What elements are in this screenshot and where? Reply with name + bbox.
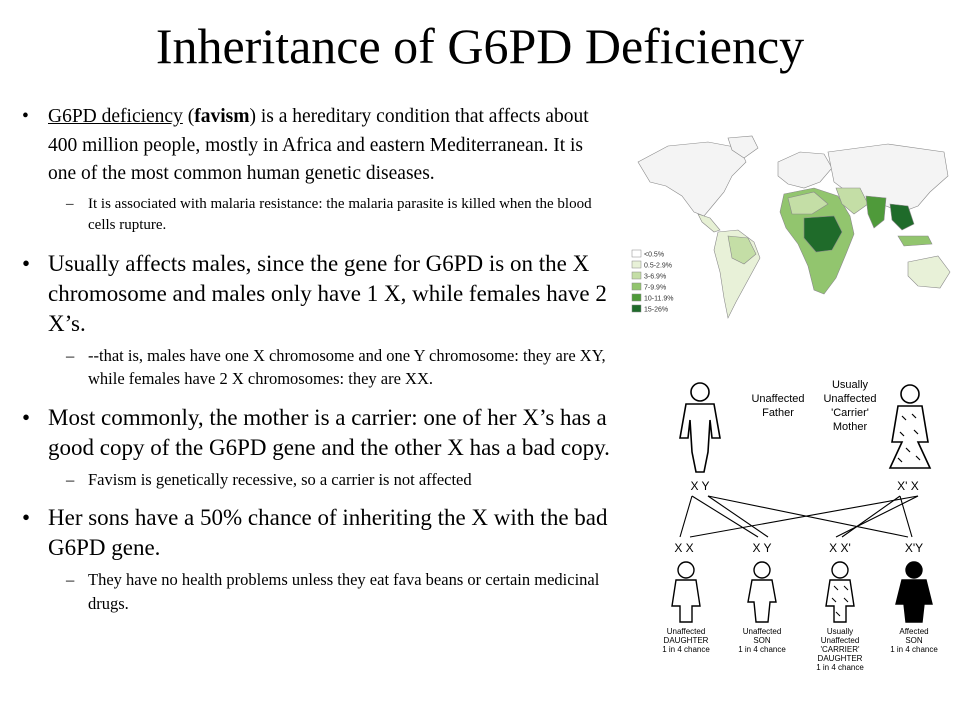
- child-figure-affected-son: [895, 561, 933, 623]
- child-genes-2: X Y: [752, 541, 771, 555]
- sub-bullet-recessive: – Favism is genetically recessive, so a …: [22, 468, 612, 492]
- inheritance-lines: [679, 495, 919, 538]
- bullet-dot: •: [22, 250, 31, 276]
- bullet-dot: •: [22, 404, 31, 430]
- father-label-line-1: Unaffected: [751, 393, 804, 405]
- child-1-line-1: Unaffected: [667, 627, 706, 636]
- bullet-dot: •: [22, 106, 29, 127]
- text: --that is, males have one X chromosome a…: [88, 345, 606, 389]
- mother-label-line-3: 'Carrier': [831, 407, 869, 419]
- text: Usually affects males, since the gene fo…: [48, 250, 607, 336]
- legend-label: 15-26%: [644, 307, 668, 314]
- south-america-region: [727, 235, 757, 265]
- sub-bullet-chromosomes: – --that is, males have one X chromosome…: [22, 344, 612, 391]
- child-figure-daughter: [671, 561, 701, 623]
- child-1-line-3: 1 in 4 chance: [662, 645, 710, 654]
- southeast-asia-region: [889, 203, 915, 231]
- child-figure-carrier-daughter: [825, 561, 855, 623]
- legend-label: 7-9.9%: [644, 285, 666, 292]
- father-label-line-2: Father: [762, 407, 794, 419]
- g6pd-link[interactable]: G6PD deficiency: [48, 106, 183, 127]
- child-2-line-2: SON: [753, 636, 771, 645]
- inheritance-pedigree-diagram: Unaffected Father Usually Unaffected 'Ca…: [662, 379, 938, 672]
- mother-figure: [888, 384, 932, 469]
- text: They have no health problems unless they…: [88, 570, 600, 613]
- child-2-line-1: Unaffected: [743, 627, 782, 636]
- mother-label-line-4: Mother: [833, 421, 868, 433]
- father-genes: X Y: [690, 479, 709, 493]
- favism-term: favism: [194, 106, 250, 127]
- legend-label: <0.5%: [644, 252, 664, 259]
- north-america-land: [637, 141, 747, 217]
- central-america-land: [697, 213, 721, 233]
- child-figure-son: [747, 561, 777, 623]
- legend-label: 10-11.9%: [644, 296, 673, 303]
- child-3-line-3: 'CARRIER': [820, 645, 860, 654]
- bullet-carrier: • Most commonly, the mother is a carrier…: [22, 403, 612, 463]
- europe-land: [777, 151, 833, 189]
- child-3-line-4: DAUGHTER: [818, 654, 863, 663]
- sub-bullet-fava: – They have no health problems unless th…: [22, 568, 612, 615]
- australia-land: [907, 255, 951, 289]
- map-legend: <0.5% 0.5-2.9% 3-6.9% 7-9.9% 10-11.9% 15-26%: [631, 249, 673, 314]
- child-4-line-2: SON: [905, 636, 923, 645]
- mother-label-line-1: Usually: [832, 379, 869, 391]
- text: (: [182, 106, 195, 127]
- legend-swatch: [631, 304, 642, 313]
- mother-genes: X' X: [897, 479, 919, 493]
- africa-mid-region: [787, 191, 829, 215]
- child-1-line-2: DAUGHTER: [664, 636, 709, 645]
- dash: –: [66, 195, 74, 212]
- indonesia-region: [897, 235, 933, 247]
- legend-swatch: [631, 249, 642, 258]
- legend-label: 3-6.9%: [644, 274, 666, 281]
- child-4-line-1: Affected: [899, 627, 928, 636]
- legend-swatch: [631, 260, 642, 269]
- mother-label-line-2: Unaffected: [823, 393, 876, 405]
- india-region: [865, 195, 887, 229]
- child-3-line-5: 1 in 4 chance: [816, 663, 864, 672]
- bullet-sons: • Her sons have a 50% chance of inheriti…: [22, 503, 612, 563]
- child-3-line-2: Unaffected: [821, 636, 860, 645]
- child-3-line-1: Usually: [827, 627, 853, 636]
- bullet-dot: •: [22, 505, 31, 530]
- legend-swatch: [631, 293, 642, 302]
- text: Favism is genetically recessive, so a ca…: [88, 469, 472, 489]
- legend-label: 0.5-2.9%: [644, 263, 672, 270]
- g6pd-world-map: <0.5% 0.5-2.9% 3-6.9% 7-9.9% 10-11.9% 15-26%: [631, 135, 951, 319]
- middle-east-region: [835, 187, 869, 215]
- legend-swatch: [631, 282, 642, 291]
- child-genes-3: X X': [829, 541, 851, 555]
- legend-swatch: [631, 271, 642, 280]
- text: It is associated with malaria resistance…: [88, 195, 592, 234]
- child-genes-4: X'Y: [905, 541, 923, 555]
- dash: –: [66, 570, 75, 589]
- bullet-list: • G6PD deficiency (favism) is a heredita…: [22, 103, 612, 615]
- child-genes-1: X X: [674, 541, 693, 555]
- child-4-line-3: 1 in 4 chance: [890, 645, 938, 654]
- child-2-line-3: 1 in 4 chance: [738, 645, 786, 654]
- text: Her sons have a 50% chance of inheriting…: [48, 505, 608, 560]
- dash: –: [66, 345, 75, 365]
- bullet-males: • Usually affects males, since the gene …: [22, 249, 612, 339]
- text: Most commonly, the mother is a carrier: …: [48, 404, 610, 460]
- slide-title: Inheritance of G6PD Deficiency: [155, 18, 805, 74]
- sub-bullet-malaria: – It is associated with malaria resistan…: [22, 194, 612, 237]
- greenland-land: [727, 135, 759, 159]
- dash: –: [66, 469, 75, 489]
- bullet-g6pd-definition: • G6PD deficiency (favism) is a heredita…: [22, 103, 612, 189]
- father-figure: [679, 382, 721, 473]
- text: ) is a hereditary condition that affects…: [48, 106, 589, 184]
- africa-high-region: [803, 215, 843, 253]
